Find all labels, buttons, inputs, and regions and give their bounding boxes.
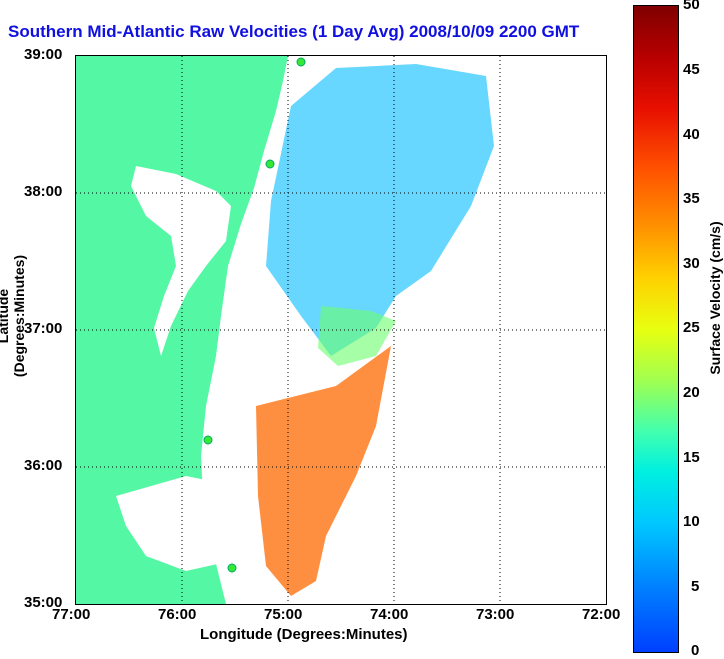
y-tick-label: 37:00 — [24, 320, 63, 337]
colorbar-tick: 20 — [683, 384, 700, 401]
colorbar — [633, 5, 679, 653]
pamlico-sound — [116, 476, 246, 571]
x-tick-label: 75:00 — [264, 606, 303, 623]
velocity-field-south — [256, 346, 391, 596]
y-tick-label: 38:00 — [24, 183, 63, 200]
station-marker — [203, 435, 213, 445]
graticule — [76, 56, 606, 604]
y-axis-label: Latitude (Degrees:Minutes) — [0, 254, 27, 378]
radar-stations — [203, 57, 306, 573]
x-axis-label: Longitude (Degrees:Minutes) — [200, 626, 408, 643]
colorbar-tick: 25 — [683, 319, 700, 336]
map-plot-area[interactable] — [75, 55, 607, 605]
colorbar-tick: 10 — [683, 513, 700, 530]
y-tick-label: 39:00 — [24, 46, 63, 63]
colorbar-tick: 5 — [691, 578, 700, 595]
velocity-field-north — [266, 64, 494, 356]
map-title: Southern Mid-Atlantic Raw Velocities (1 … — [8, 22, 580, 41]
x-tick-label: 73:00 — [476, 606, 515, 623]
x-tick-label: 72:00 — [582, 606, 621, 623]
velocity-field-central — [318, 306, 396, 366]
colorbar-tick: 15 — [683, 449, 700, 466]
colorbar-tick: 50 — [683, 0, 700, 13]
map-canvas — [76, 56, 606, 604]
colorbar-tick: 35 — [683, 190, 700, 207]
colorbar-tick: 30 — [683, 255, 700, 272]
station-marker — [227, 563, 237, 573]
colorbar-tick: 45 — [683, 61, 700, 78]
x-tick-label: 74:00 — [370, 606, 409, 623]
station-marker — [296, 57, 306, 67]
colorbar-tick: 0 — [691, 642, 700, 659]
y-tick-label: 36:00 — [24, 457, 63, 474]
chesapeake-bay — [131, 166, 231, 356]
colorbar-tick: 40 — [683, 126, 700, 143]
x-tick-label: 76:00 — [158, 606, 197, 623]
station-marker — [265, 159, 275, 169]
x-tick-label: 77:00 — [52, 606, 91, 623]
colorbar-label: Surface Velocity (cm/s) — [707, 221, 723, 375]
y-tick-label: 35:00 — [24, 594, 63, 611]
